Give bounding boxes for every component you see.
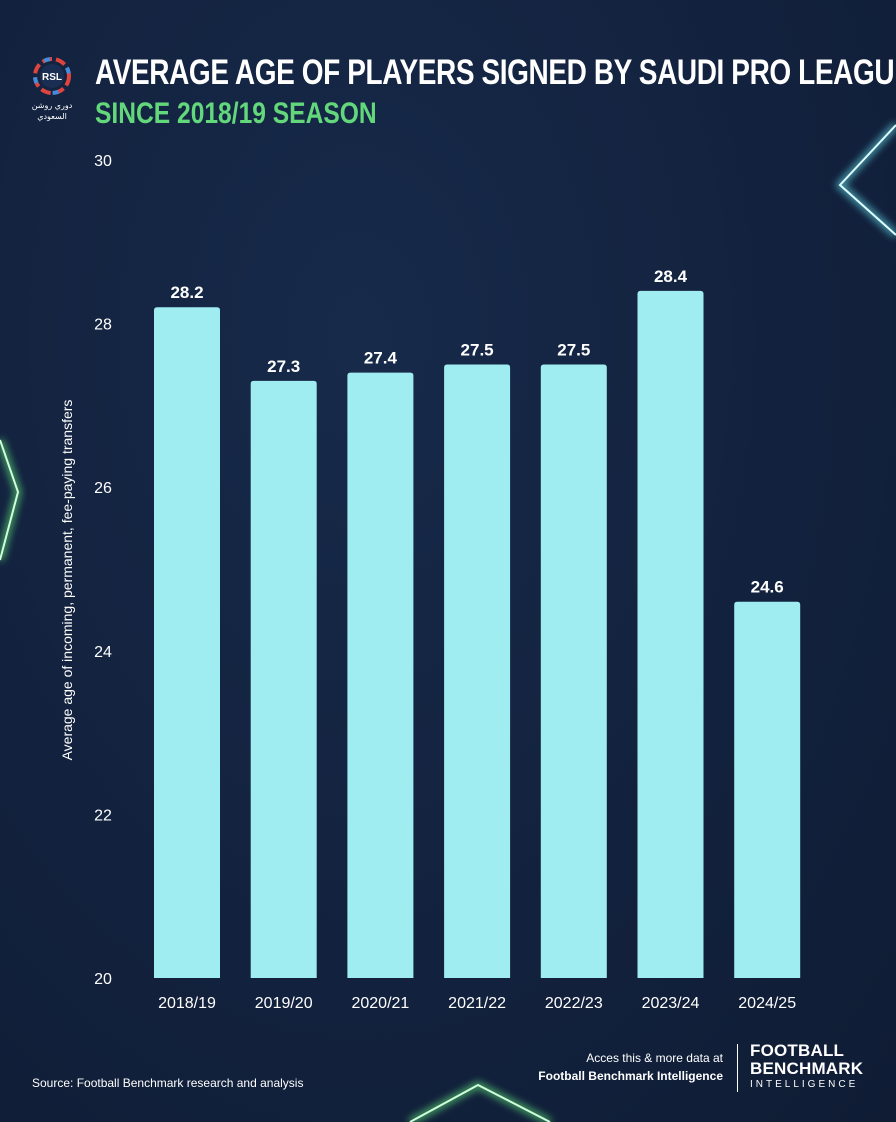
data-label: 27.4 — [364, 349, 398, 368]
x-tick-label: 2021/22 — [448, 995, 506, 1012]
bar-2023-24 — [637, 290, 704, 978]
data-label: 27.3 — [267, 357, 300, 376]
bar-2022-23 — [540, 364, 607, 978]
brand-line3: INTELLIGENCE — [750, 1079, 859, 1090]
data-label: 28.2 — [170, 283, 203, 302]
x-tick-label: 2023/24 — [642, 995, 700, 1012]
x-tick-label: 2018/19 — [158, 995, 216, 1012]
x-tick-label: 2022/23 — [545, 995, 603, 1012]
y-tick-label: 26 — [94, 480, 112, 497]
brand-line1: FOOTBALL — [750, 1041, 845, 1060]
brand-line2: BENCHMARK — [750, 1059, 864, 1078]
footer-cta: Acces this & more data at Football Bench… — [538, 1049, 723, 1085]
page-title: AVERAGE AGE OF PLAYERS SIGNED BY SAUDI P… — [95, 53, 896, 92]
footer-divider — [737, 1044, 738, 1092]
data-label: 24.6 — [751, 578, 784, 597]
brand-logo: FOOTBALL BENCHMARK INTELLIGENCE — [750, 1042, 863, 1092]
x-tick-label: 2024/25 — [738, 995, 796, 1012]
bar-2024-25 — [734, 601, 801, 978]
source-note: Source: Football Benchmark research and … — [32, 1076, 304, 1090]
bar-2019-20 — [250, 380, 317, 978]
logo-arabic-line2: السعودي — [37, 112, 67, 121]
bar-2018-19 — [154, 307, 220, 978]
logo-arabic-line1: دوري روشن — [32, 101, 73, 110]
bar-2020-21 — [347, 372, 414, 978]
x-tick-label: 2020/21 — [351, 995, 409, 1012]
data-label: 28.4 — [654, 267, 688, 286]
x-tick-label: 2019/20 — [255, 995, 313, 1012]
footer-cta-link[interactable]: Football Benchmark Intelligence — [538, 1069, 723, 1083]
league-logo: RSL دوري روشن السعودي — [26, 56, 84, 126]
data-label: 27.5 — [557, 341, 590, 360]
data-label: 27.5 — [461, 341, 494, 360]
y-tick-label: 22 — [94, 807, 112, 824]
page-subtitle: SINCE 2018/19 SEASON — [95, 97, 377, 130]
y-tick-label: 30 — [94, 153, 112, 170]
y-tick-label: 20 — [94, 971, 112, 988]
y-tick-label: 24 — [94, 644, 112, 661]
bar-2021-22 — [444, 364, 511, 978]
footer-cta-line1: Acces this & more data at — [586, 1051, 723, 1065]
y-tick-label: 28 — [94, 317, 112, 334]
logo-text: RSL — [42, 72, 62, 83]
